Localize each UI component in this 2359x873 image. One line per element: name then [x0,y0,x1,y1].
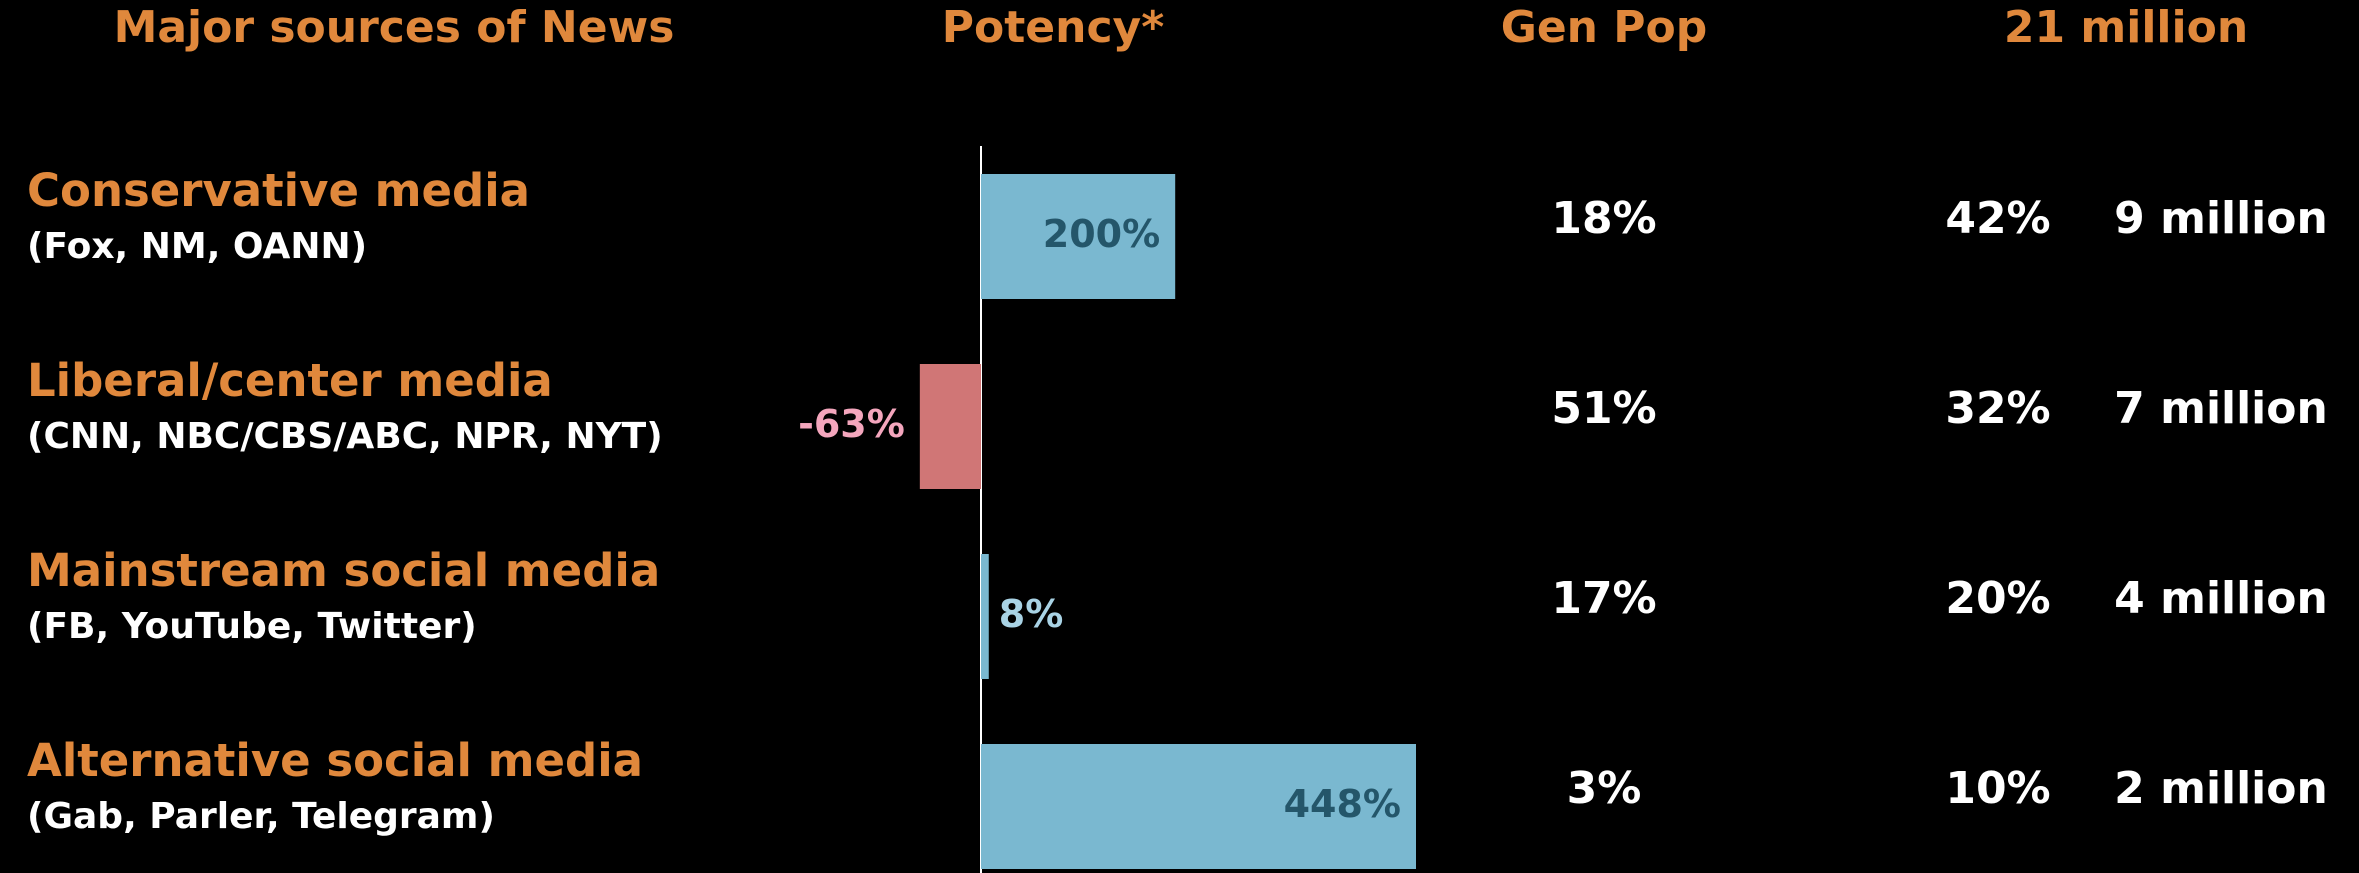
bar [981,174,1176,299]
data-label: 8% [999,592,1064,636]
group-size: 4 million [2114,573,2328,624]
data-label: -63% [798,402,905,446]
gen-pop-header: Gen Pop [1501,2,1708,53]
group-share: 42% [1945,193,2050,244]
gen-pop-value: 18% [1551,193,1656,244]
group-size: 2 million [2114,763,2328,814]
bar [981,554,989,679]
gen-pop-value: 17% [1551,573,1656,624]
group-size: 7 million [2114,383,2328,434]
group-size: 9 million [2114,193,2328,244]
data-label: 448% [1284,782,1401,826]
chart-title: Potency* [942,2,1164,53]
bar [919,364,981,489]
gen-pop-value: 51% [1551,383,1656,434]
category-label: Alternative social media [27,734,643,787]
group-header: 21 million [2004,2,2248,53]
group-share: 32% [1945,383,2050,434]
category-detail: (FB, YouTube, Twitter) [27,606,477,647]
category-detail: (CNN, NBC/CBS/ABC, NPR, NYT) [27,416,663,457]
category-detail: (Gab, Parler, Telegram) [27,796,495,837]
category-label: Mainstream social media [27,544,660,597]
category-label: Conservative media [27,164,530,217]
sources-header: Major sources of News [114,2,675,53]
group-share: 20% [1945,573,2050,624]
category-label: Liberal/center media [27,354,553,407]
bar [981,744,1416,869]
data-label: 200% [1043,212,1160,256]
category-detail: (Fox, NM, OANN) [27,226,367,267]
group-share: 10% [1945,763,2050,814]
gen-pop-value: 3% [1567,763,1642,814]
